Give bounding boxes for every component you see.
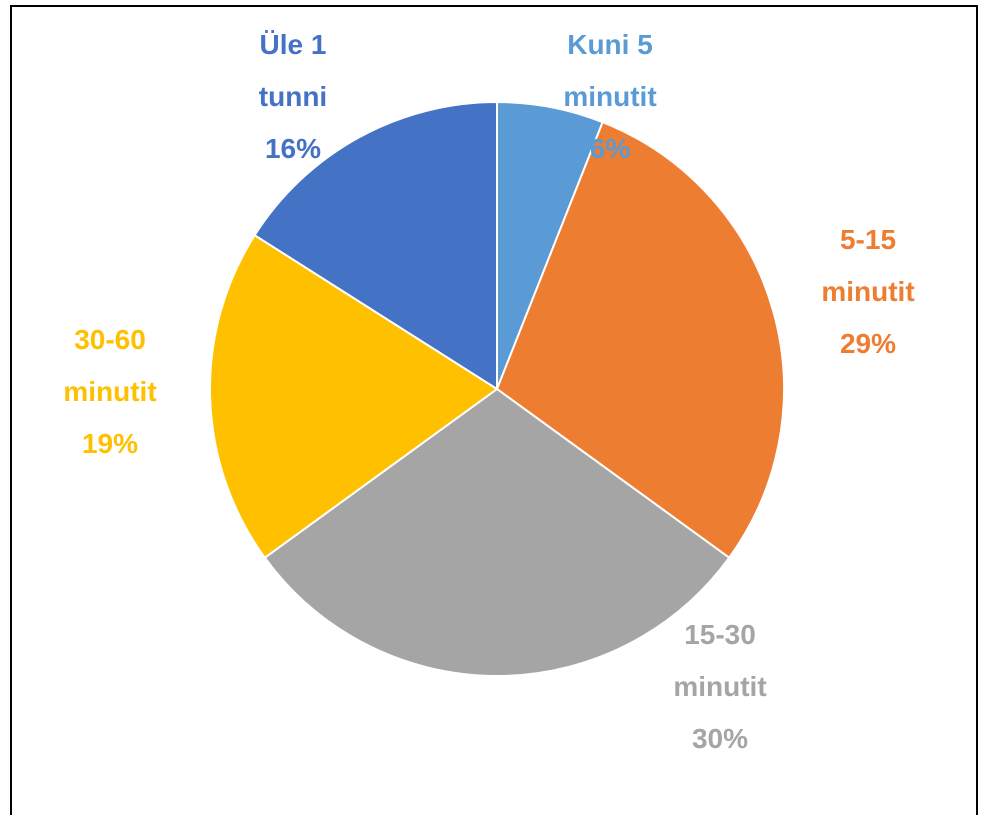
percent-label: 16% (264, 133, 322, 164)
percent-label: 19% (81, 428, 139, 459)
category-name: 5-15 minutit (821, 224, 915, 307)
frame (10, 5, 978, 815)
slice-label: 5-15 minutit 29% (798, 214, 938, 370)
category-name: 30-60 minutit (63, 324, 157, 407)
pie-slice (263, 387, 731, 677)
pie-slice (253, 100, 498, 391)
category-name: 15-30 minutit (673, 619, 767, 702)
slice-label: Üle 1 tunni 16% (223, 19, 363, 175)
slice-label: 15-30 minutit 30% (650, 609, 790, 765)
category-name: Kuni 5 minutit (563, 29, 657, 112)
percent-label: 6% (589, 133, 631, 164)
slice-label: 30-60 minutit 19% (40, 314, 180, 470)
category-name: Üle 1 tunni (258, 29, 328, 112)
pie-slice (495, 120, 785, 560)
percent-label: 29% (839, 328, 897, 359)
slice-label: Kuni 5 minutit 6% (540, 19, 680, 175)
percent-label: 30% (691, 723, 749, 754)
pie-slice (209, 233, 499, 560)
